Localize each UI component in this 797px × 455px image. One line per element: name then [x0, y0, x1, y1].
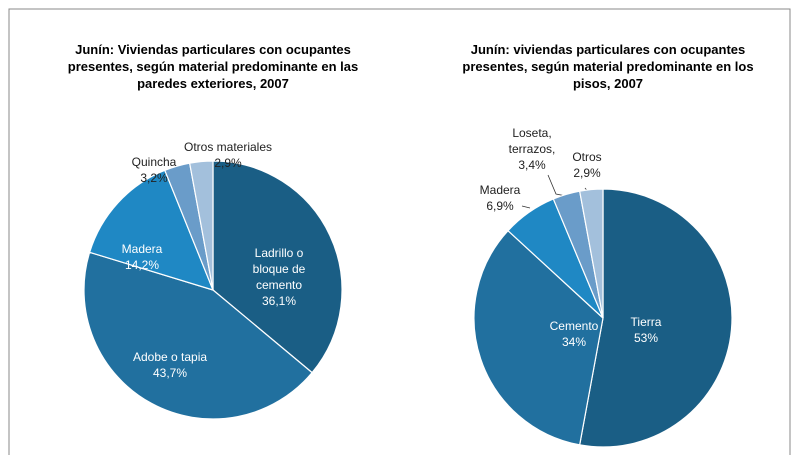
slice-label: Adobe o tapia 43,7%: [130, 349, 210, 381]
slice-label: Madera 6,9%: [470, 182, 530, 214]
slice-label: Ladrillo o bloque de cemento 36,1%: [239, 245, 319, 309]
value-label: 34%: [561, 335, 587, 349]
chart-title: Junín: Viviendas particulares con ocupan…: [67, 42, 359, 91]
slice-label: Otros materiales 2,9%: [183, 139, 273, 171]
chart-title: Junín: viviendas particulares con ocupan…: [462, 42, 754, 91]
leader-line: [521, 205, 531, 209]
category-label: Quincha: [131, 155, 177, 169]
pie-slice: [83, 251, 313, 420]
pie-slice: [188, 160, 214, 291]
category-label: Cemento: [549, 319, 599, 333]
category-label: Madera: [121, 242, 163, 256]
value-label: 53%: [633, 331, 659, 345]
value-label: 2,9%: [573, 166, 601, 180]
pie-slice: [88, 169, 215, 291]
category-label: Madera: [479, 183, 521, 197]
category-label: Ladrillo o bloque de cemento: [252, 246, 306, 292]
frame: [8, 8, 791, 455]
slice-label: Quincha 3,2%: [114, 154, 194, 186]
value-label: 36,1%: [261, 294, 297, 308]
pie-slice: [578, 188, 604, 319]
slice-label: Loseta, terrazos, 3,4%: [497, 125, 567, 173]
pie-slice: [578, 188, 733, 448]
slice-label: Cemento 34%: [534, 318, 614, 350]
category-label: Tierra: [630, 315, 662, 329]
slice-label: Madera 14,2%: [102, 241, 182, 273]
pie-slice: [212, 160, 343, 374]
value-label: 3,4%: [518, 158, 546, 172]
slice-label: Tierra 53%: [606, 314, 686, 346]
value-label: 43,7%: [152, 366, 188, 380]
value-label: 2,9%: [214, 156, 242, 170]
category-label: Adobe o tapia: [132, 350, 208, 364]
value-label: 3,2%: [140, 171, 168, 185]
category-label: Loseta, terrazos,: [508, 126, 556, 156]
value-label: 6,9%: [486, 199, 514, 213]
category-label: Otros: [572, 150, 602, 164]
slice-label: Otros 2,9%: [557, 149, 617, 181]
value-label: 14,2%: [124, 258, 160, 272]
pie-slice: [473, 229, 604, 446]
category-label: Otros materiales: [183, 140, 273, 154]
